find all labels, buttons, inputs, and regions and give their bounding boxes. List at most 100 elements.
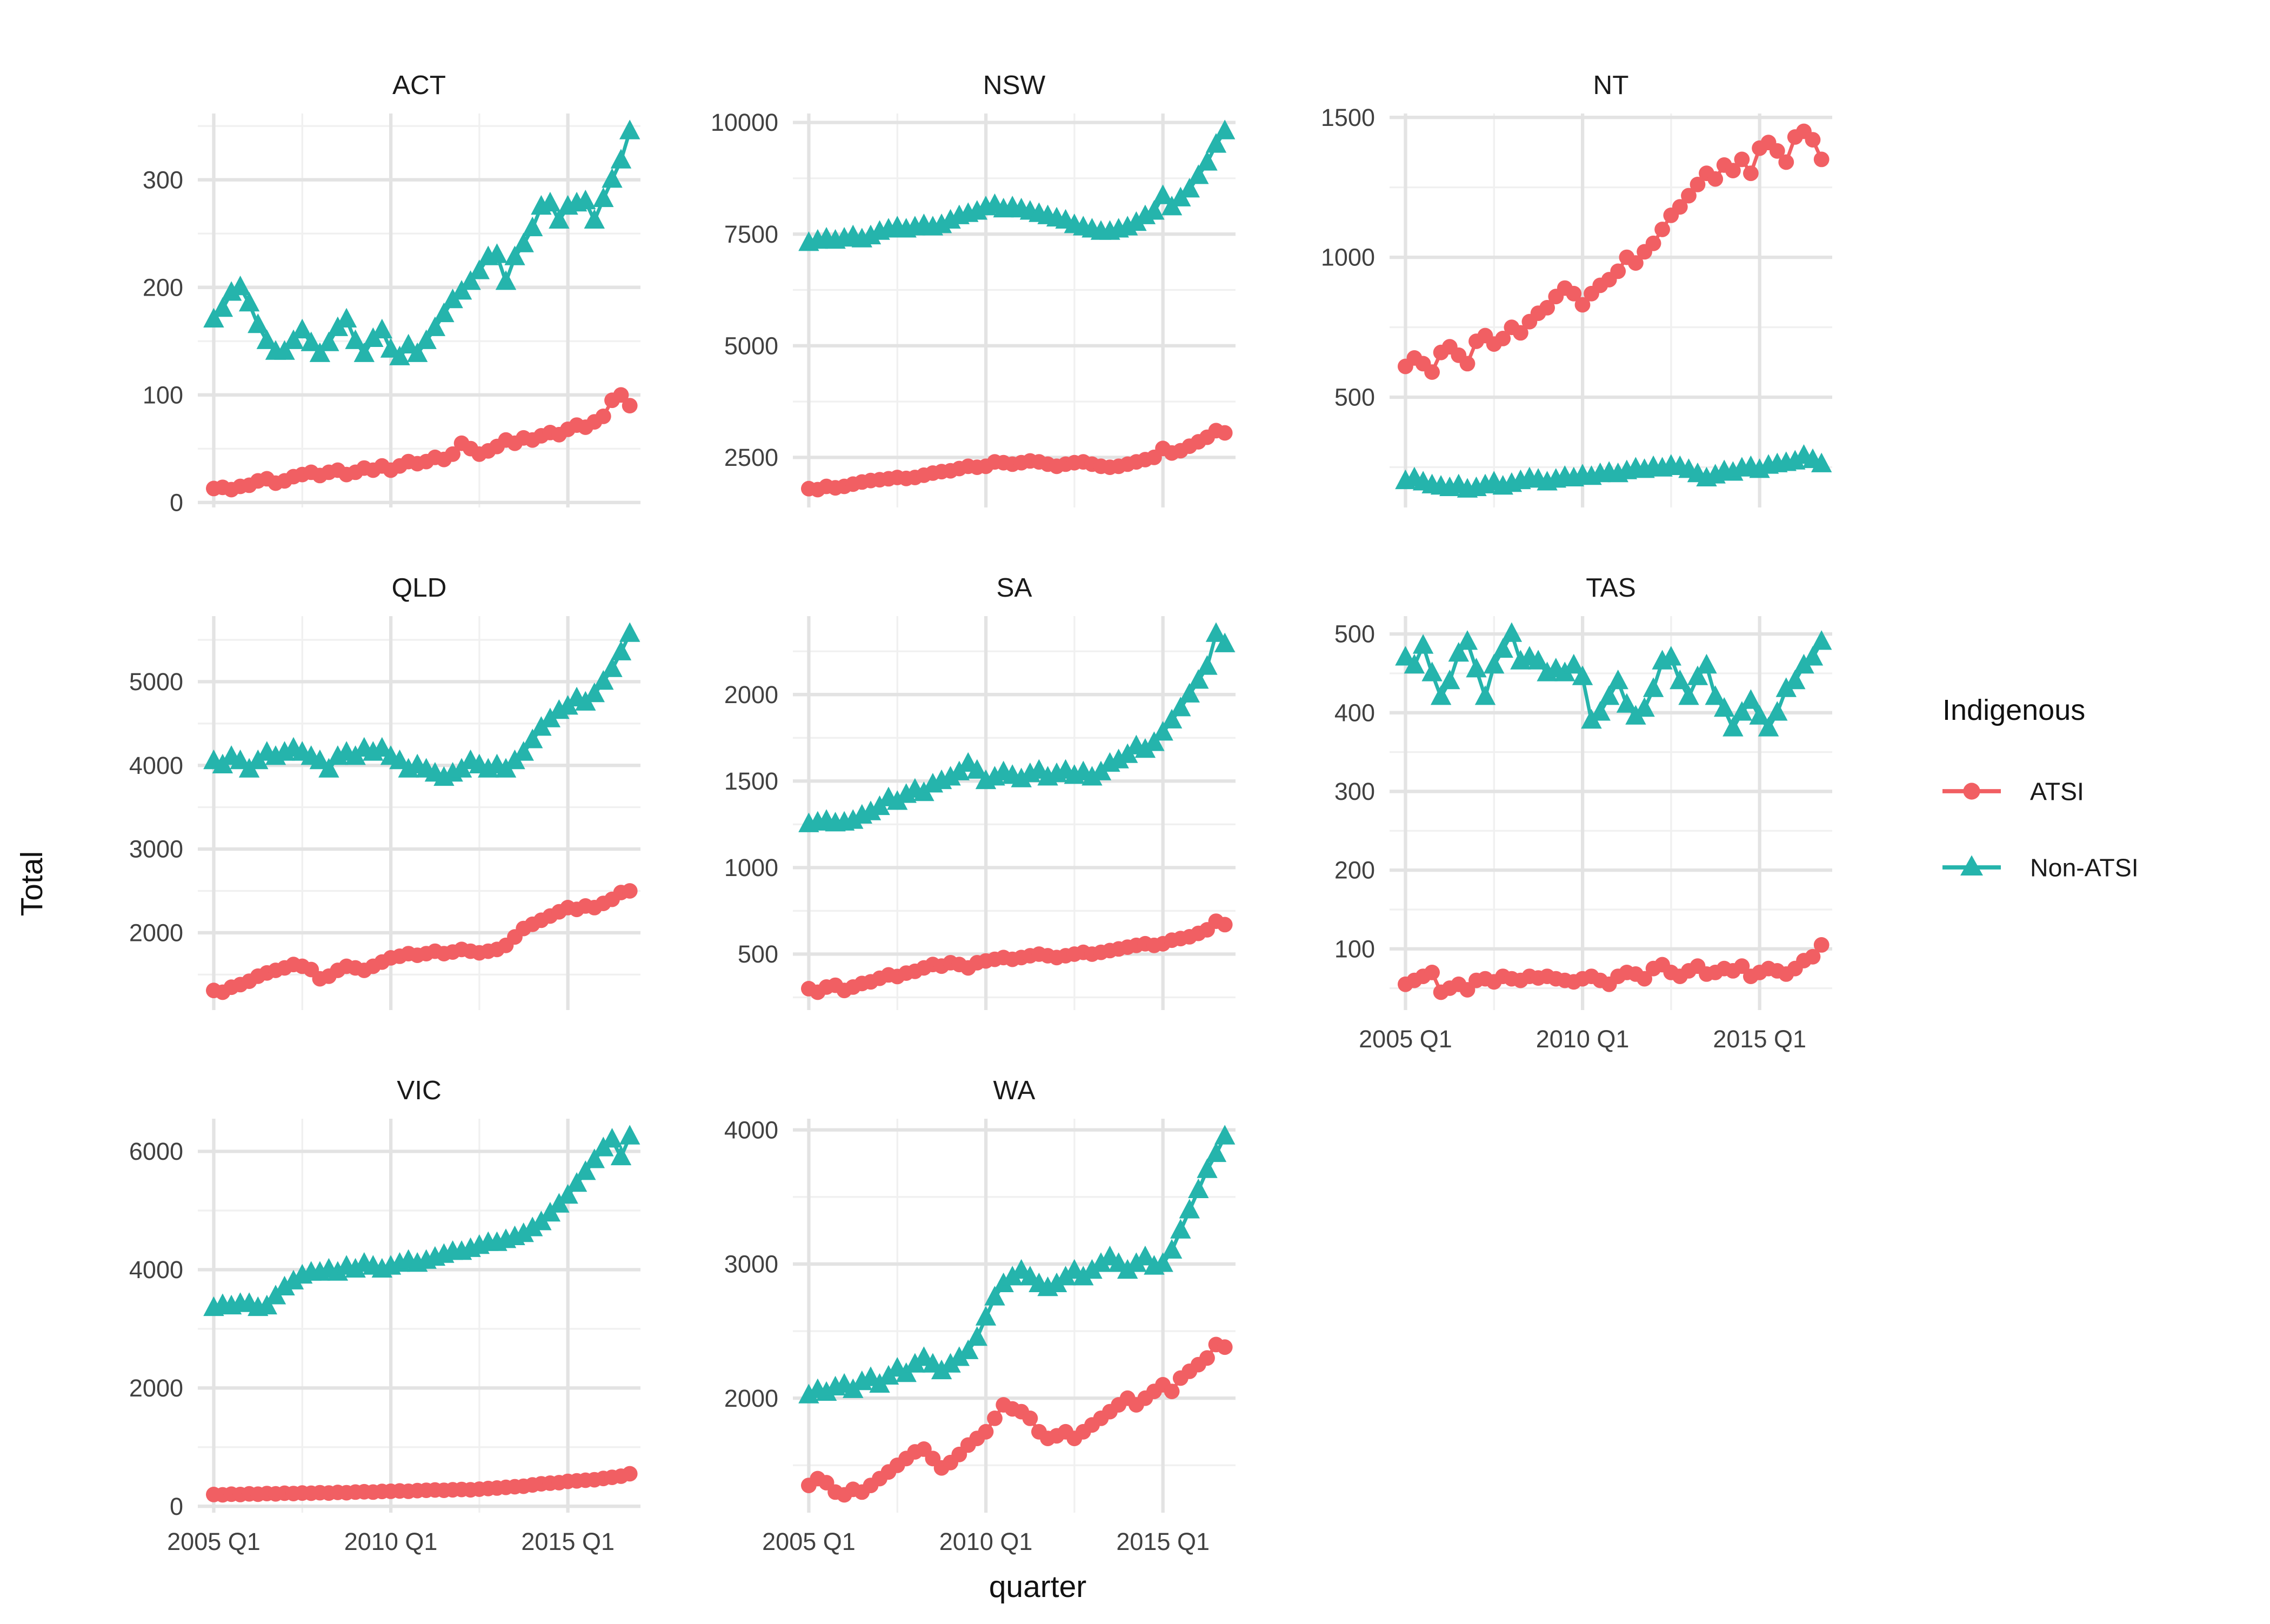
- data-point-circle-icon: [1690, 177, 1706, 192]
- data-point-triangle-icon: [940, 766, 961, 786]
- data-point-triangle-icon: [1740, 689, 1761, 709]
- data-point-triangle-icon: [1607, 670, 1628, 690]
- data-point-triangle-icon: [610, 1145, 632, 1166]
- facet-panel-TAS: TAS 100 200 300 400 500 2005 Q1 2010 Q1 2015 Q1: [1334, 573, 1832, 1053]
- data-point-circle-icon: [1566, 285, 1582, 302]
- data-point-triangle-icon: [1457, 630, 1478, 650]
- series-non-atsi-QLD: [203, 622, 640, 786]
- series-atsi-WA: [801, 1336, 1233, 1503]
- data-point-triangle-icon: [1144, 731, 1165, 751]
- data-point-circle-icon: [1217, 1339, 1233, 1355]
- data-point-triangle-icon: [1643, 677, 1664, 697]
- y-tick-labels-TAS: 100 200 300 400 500: [1334, 620, 1375, 963]
- data-point-triangle-icon: [1572, 665, 1593, 685]
- y-tick-labels-VIC: 0 2000 4000 6000: [129, 1138, 183, 1520]
- data-point-circle-icon: [1217, 425, 1233, 441]
- x-tick-label: 2015 Q1: [521, 1528, 615, 1555]
- data-point-triangle-icon: [407, 342, 428, 362]
- data-point-triangle-icon: [1170, 1219, 1191, 1239]
- y-tick-label: 3000: [724, 1251, 778, 1278]
- data-point-triangle-icon: [1616, 693, 1638, 713]
- data-point-triangle-icon: [1731, 701, 1753, 721]
- data-point-triangle-icon: [1205, 1142, 1227, 1162]
- data-point-triangle-icon: [1590, 701, 1611, 721]
- data-point-triangle-icon: [345, 1258, 366, 1278]
- data-point-triangle-icon: [495, 270, 517, 290]
- y-tick-label: 500: [738, 940, 778, 968]
- data-point-triangle-icon: [1660, 646, 1681, 666]
- data-point-triangle-icon: [1144, 200, 1165, 220]
- data-point-triangle-icon: [931, 1359, 952, 1380]
- legend: Indigenous ATSI Non-ATSI: [1942, 694, 2139, 882]
- data-point-triangle-icon: [1134, 1245, 1156, 1266]
- data-point-triangle-icon: [887, 790, 908, 810]
- data-point-triangle-icon: [1634, 697, 1655, 717]
- data-point-triangle-icon: [1081, 766, 1103, 786]
- data-point-triangle-icon: [389, 749, 410, 770]
- data-point-triangle-icon: [1170, 697, 1191, 717]
- data-point-triangle-icon: [984, 1286, 1005, 1306]
- data-point-triangle-icon: [966, 1326, 987, 1346]
- y-tick-labels-WA: 2000 3000 4000: [724, 1116, 778, 1412]
- data-point-triangle-icon: [1179, 1199, 1200, 1219]
- data-point-circle-icon: [1725, 163, 1741, 178]
- data-point-triangle-icon: [904, 1353, 926, 1373]
- data-point-triangle-icon: [230, 749, 251, 770]
- data-point-circle-icon: [1734, 151, 1750, 168]
- data-point-triangle-icon: [975, 1306, 997, 1326]
- data-point-triangle-icon: [1563, 653, 1584, 674]
- data-point-triangle-icon: [584, 1148, 605, 1168]
- data-point-triangle-icon: [513, 1222, 534, 1242]
- y-tick-label: 10000: [711, 109, 778, 136]
- legend-label-atsi: ATSI: [2030, 778, 2084, 806]
- series-non-atsi-NSW: [798, 119, 1236, 251]
- data-point-triangle-icon: [274, 1275, 295, 1295]
- y-tick-label: 300: [1334, 778, 1375, 805]
- y-tick-label: 6000: [129, 1138, 183, 1165]
- series-non-atsi-ACT: [203, 119, 640, 365]
- circle-icon: [1963, 783, 1980, 800]
- data-point-triangle-icon: [816, 1381, 837, 1401]
- facet-title-VIC: VIC: [397, 1075, 442, 1105]
- data-point-triangle-icon: [1134, 738, 1156, 758]
- data-point-triangle-icon: [1678, 685, 1699, 705]
- y-tick-label: 500: [1334, 620, 1375, 648]
- data-point-triangle-icon: [389, 345, 410, 365]
- y-tick-labels-NSW: 2500 5000 7500 10000: [711, 109, 778, 471]
- data-point-circle-icon: [1199, 1350, 1215, 1366]
- data-point-triangle-icon: [1785, 670, 1806, 690]
- data-point-triangle-icon: [1484, 653, 1505, 674]
- data-point-triangle-icon: [1161, 709, 1183, 729]
- data-point-triangle-icon: [798, 1384, 819, 1404]
- data-point-triangle-icon: [1802, 646, 1824, 666]
- data-point-triangle-icon: [1081, 1259, 1103, 1279]
- data-point-triangle-icon: [1205, 133, 1227, 153]
- data-point-triangle-icon: [860, 800, 882, 820]
- facet-panel-NSW: NSW 2500 5000 7500 10000: [711, 70, 1236, 507]
- y-tick-label: 400: [1334, 699, 1375, 726]
- data-point-triangle-icon: [940, 1353, 961, 1373]
- data-point-circle-icon: [1539, 300, 1555, 316]
- data-point-triangle-icon: [1073, 1266, 1094, 1286]
- x-tick-labels-TAS: 2005 Q1 2010 Q1 2015 Q1: [1359, 1025, 1806, 1053]
- data-point-triangle-icon: [504, 245, 525, 265]
- data-point-triangle-icon: [256, 1294, 277, 1315]
- series-non-atsi-VIC: [203, 1125, 640, 1316]
- data-point-triangle-icon: [256, 329, 277, 349]
- data-point-triangle-icon: [513, 741, 534, 761]
- data-point-triangle-icon: [549, 209, 570, 229]
- y-tick-label: 100: [143, 381, 183, 409]
- facet-title-TAS: TAS: [1586, 573, 1636, 603]
- data-point-circle-icon: [1022, 1411, 1038, 1426]
- y-tick-label: 200: [143, 273, 183, 301]
- data-point-triangle-icon: [1011, 767, 1032, 787]
- x-tick-labels-WA: 2005 Q1 2010 Q1 2015 Q1: [762, 1528, 1210, 1555]
- data-point-triangle-icon: [1002, 1266, 1023, 1286]
- data-point-triangle-icon: [1448, 642, 1469, 662]
- data-point-circle-icon: [1459, 356, 1476, 372]
- data-point-triangle-icon: [1749, 705, 1770, 725]
- x-tick-label: 2005 Q1: [167, 1528, 261, 1555]
- x-tick-labels-VIC: 2005 Q1 2010 Q1 2015 Q1: [167, 1528, 615, 1555]
- facet-panel-WA: WA 2000 3000 4000 2005 Q1 2010 Q1 2015 Q1: [724, 1075, 1236, 1555]
